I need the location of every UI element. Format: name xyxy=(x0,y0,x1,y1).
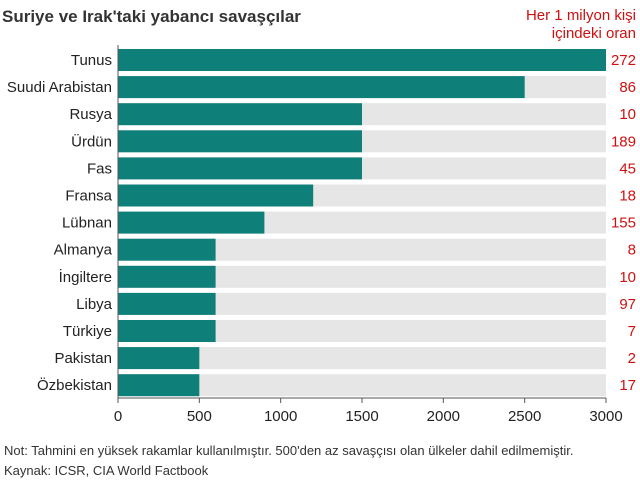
category-label-lubnan: Lübnan xyxy=(62,215,112,232)
bar-track-ingiltere xyxy=(118,265,606,288)
category-label-suudi-arabistan: Suudi Arabistan xyxy=(7,79,112,96)
x-tick-label-2000: 2000 xyxy=(427,408,460,425)
category-label-libya: Libya xyxy=(76,296,113,313)
bar-fransa xyxy=(118,184,314,207)
bar-ozbekistan xyxy=(118,374,200,397)
chart-title: Suriye ve Irak'taki yabancı savaşçılar xyxy=(2,7,301,26)
rate-label-ingiltere: 10 xyxy=(619,269,636,286)
bar-track-pakistan xyxy=(118,347,606,370)
category-label-pakistan: Pakistan xyxy=(54,350,112,367)
bar-libya xyxy=(118,292,216,315)
category-label-urdun: Ürdün xyxy=(71,132,112,150)
x-tick-label-500: 500 xyxy=(187,408,212,425)
category-label-turkiye: Türkiye xyxy=(63,323,112,340)
category-label-fransa: Fransa xyxy=(65,188,112,205)
chart-note: Not: Tahmini en yüksek rakamlar kullanıl… xyxy=(4,443,573,458)
category-label-fas: Fas xyxy=(87,160,112,177)
x-tick-label-0: 0 xyxy=(114,408,122,425)
rate-label-pakistan: 2 xyxy=(628,350,636,367)
chart-source: Kaynak: ICSR, CIA World Factbook xyxy=(4,463,209,478)
rate-label-turkiye: 7 xyxy=(628,323,636,340)
x-axis: 0 500 1000 1500 2000 2500 3000 xyxy=(114,45,623,425)
bar-suudi-arabistan xyxy=(118,76,525,99)
bar-fas xyxy=(118,157,362,180)
bar-almanya xyxy=(118,238,216,261)
rate-label-fransa: 18 xyxy=(619,188,636,205)
bar-rusya xyxy=(118,103,362,126)
bar-turkiye xyxy=(118,320,216,342)
category-label-almanya: Almanya xyxy=(54,242,113,259)
bar-track-almanya xyxy=(118,238,606,261)
rate-label-lubnan: 155 xyxy=(611,215,636,232)
rate-label-libya: 97 xyxy=(619,296,636,313)
x-tick-label-1000: 1000 xyxy=(264,408,297,425)
bar-lubnan xyxy=(118,211,265,234)
rate-label-tunus: 272 xyxy=(611,52,636,69)
rate-header-line-2: içindeki oran xyxy=(552,25,636,42)
rate-label-suudi-arabistan: 86 xyxy=(619,79,636,96)
x-tick-label-1500: 1500 xyxy=(345,408,378,425)
category-label-rusya: Rusya xyxy=(69,106,112,123)
category-label-tunus: Tunus xyxy=(71,52,112,69)
category-label-ingiltere: İngiltere xyxy=(59,268,112,286)
bar-ingiltere xyxy=(118,265,216,288)
bar-track-libya xyxy=(118,292,606,315)
rate-label-almanya: 8 xyxy=(628,242,636,259)
x-tick-label-2500: 2500 xyxy=(508,408,541,425)
bar-track-ozbekistan xyxy=(118,374,606,397)
bar-track-turkiye xyxy=(118,320,606,342)
bar-pakistan xyxy=(118,347,200,370)
rate-label-ozbekistan: 17 xyxy=(619,377,636,394)
bar-urdun xyxy=(118,130,362,153)
x-tick-label-3000: 3000 xyxy=(589,408,622,425)
rate-label-rusya: 10 xyxy=(619,106,636,123)
rate-label-fas: 45 xyxy=(619,160,636,177)
rate-label-urdun: 189 xyxy=(611,133,636,150)
bar-tunus xyxy=(118,49,606,71)
rate-header-line-1: Her 1 milyon kişi xyxy=(526,7,636,24)
category-label-ozbekistan: Özbekistan xyxy=(37,376,112,394)
